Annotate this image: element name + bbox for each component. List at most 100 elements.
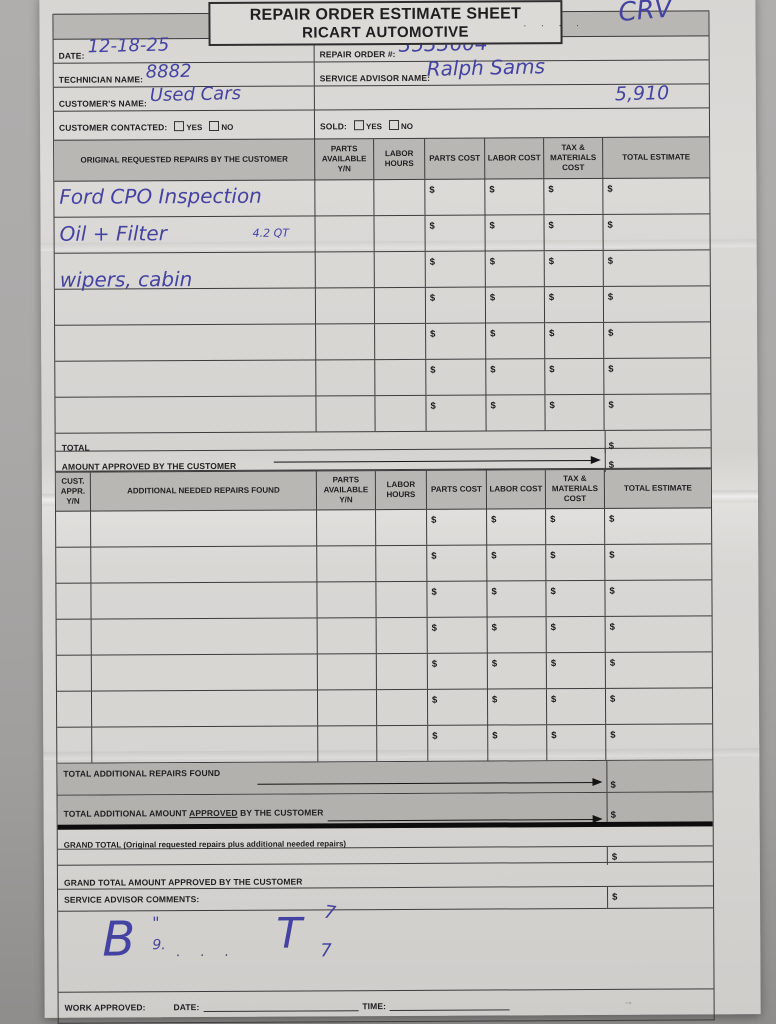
col-original-repairs: ORIGINAL REQUESTED REPAIRS BY THE CUSTOM… <box>54 139 316 181</box>
dollar-sign: $ <box>608 399 614 411</box>
dollar-sign: $ <box>431 550 437 562</box>
dollar-sign: $ <box>429 220 435 232</box>
dollar-sign: $ <box>550 514 556 526</box>
tax-materials-cell: $ <box>544 250 604 287</box>
col-tax-materials: TAX & MATERIALS COST <box>545 469 606 509</box>
footer-date-label: DATE: <box>173 1002 200 1013</box>
total-additional-approved-row: TOTAL ADDITIONAL AMOUNT APPROVED BY THE … <box>57 792 713 830</box>
faint-pen-mark: → <box>622 995 634 1008</box>
amount-approved-label: AMOUNT APPROVED BY THE CUSTOMER <box>61 460 237 472</box>
handwritten-vehicle: CRV <box>617 0 674 29</box>
dollar-sign: $ <box>609 585 615 597</box>
table-row: $ $ $ $ <box>56 688 713 728</box>
parts-available-cell <box>317 546 377 582</box>
parts-available-cell <box>317 618 377 654</box>
parts-available-cell <box>315 288 376 324</box>
labor-hours-cell <box>375 395 427 432</box>
dollar-sign: $ <box>549 328 555 340</box>
sold-field: SOLD: YES NO <box>315 108 709 138</box>
parts-available-cell <box>317 510 377 546</box>
additional-repairs-table-header: CUST. APPR. Y/N ADDITIONAL NEEDED REPAIR… <box>55 468 712 512</box>
total-estimate-cell: $ <box>606 616 712 652</box>
date-signature-line <box>203 1001 359 1013</box>
labor-cost-cell: $ <box>485 287 546 323</box>
labor-hours-cell <box>374 251 426 288</box>
handwritten-number: 5,910 <box>614 82 670 106</box>
tax-materials-cell: $ <box>547 724 607 761</box>
parts-available-cell <box>315 180 375 216</box>
labor-hours-cell <box>375 359 427 396</box>
header-fields: DATE: 12-18-25 TECHNICIAN NAME: 8882 CUS… <box>53 31 710 140</box>
dollar-sign: $ <box>607 291 614 303</box>
dollar-sign: $ <box>550 694 557 706</box>
repair-desc-cell <box>91 690 319 727</box>
dollar-sign: $ <box>550 622 556 634</box>
dollar-sign: $ <box>607 219 613 231</box>
total-additional-found-cell: $ <box>606 760 713 792</box>
col-parts-cost: PARTS COST <box>425 138 486 179</box>
grand-total-approved-label: GRAND TOTAL AMOUNT APPROVED BY THE CUSTO… <box>63 876 303 888</box>
dollar-sign: $ <box>431 622 437 634</box>
technician-label: TECHNICIAN NAME: <box>58 74 144 85</box>
dollar-sign: $ <box>610 779 616 791</box>
dollar-sign: $ <box>609 621 615 633</box>
parts-cost-cell: $ <box>426 359 487 395</box>
repair-desc-cell <box>55 360 317 397</box>
dollar-sign: $ <box>608 459 615 471</box>
labor-hours-cell <box>376 689 429 726</box>
total-estimate-cell: $ <box>604 250 710 286</box>
amount-approved-row: AMOUNT APPROVED BY THE CUSTOMER $ <box>55 448 711 472</box>
dollar-sign: $ <box>490 364 496 376</box>
cust-appr-cell <box>56 619 92 655</box>
contacted-yes-label: YES <box>186 123 203 133</box>
label-prefix: TOTAL ADDITIONAL AMOUNT <box>63 808 190 819</box>
parts-cost-cell: $ <box>425 215 486 251</box>
repair-desc-cell <box>91 546 318 583</box>
cust-appr-cell <box>56 691 93 727</box>
dollar-sign: $ <box>550 586 556 598</box>
paper: REPAIR ORDER ESTIMATE SHEET RICART AUTOM… <box>39 0 761 1024</box>
dollar-sign: $ <box>548 220 554 232</box>
sold-no-checkbox <box>388 120 400 131</box>
dollar-sign: $ <box>610 729 616 741</box>
date-label: DATE: <box>58 50 85 61</box>
parts-available-cell <box>317 654 377 690</box>
total-estimate-cell: $ <box>605 544 711 580</box>
handwritten-mark-b: B <box>102 911 136 968</box>
total-estimate-cell: $ <box>604 322 710 358</box>
total-estimate-cell: $ <box>603 214 709 250</box>
labor-cost-cell: $ <box>488 725 548 761</box>
service-advisor-label: SERVICE ADVISOR NAME: <box>319 72 431 84</box>
parts-available-cell <box>315 252 375 288</box>
dollar-sign: $ <box>609 693 616 705</box>
col-additional-repairs: ADDITIONAL NEEDED REPAIRS FOUND <box>90 471 318 511</box>
labor-cost-cell: $ <box>486 359 546 395</box>
work-approved-row: WORK APPROVED: DATE: TIME: → <box>58 988 714 1023</box>
cust-appr-cell <box>57 727 93 763</box>
total-additional-approved-label: TOTAL ADDITIONAL AMOUNT APPROVED BY THE … <box>58 803 324 818</box>
col-parts-cost: PARTS COST <box>426 470 488 509</box>
table-row: $ $ $ $ <box>57 724 713 764</box>
customer-contacted-field: CUSTOMER CONTACTED: YES NO <box>54 110 314 139</box>
labor-cost-cell: $ <box>487 653 547 689</box>
labor-cost-cell: $ <box>485 179 545 215</box>
dollar-sign: $ <box>430 400 436 412</box>
total-estimate-cell: $ <box>605 508 711 544</box>
table-row: $ $ $ $ <box>55 322 711 362</box>
labor-hours-cell <box>376 509 428 546</box>
arrow-to-amount <box>273 459 599 463</box>
original-repairs-table-header: ORIGINAL REQUESTED REPAIRS BY THE CUSTOM… <box>54 136 710 182</box>
dollar-sign: $ <box>491 694 498 706</box>
table-row: $ $ $ $ <box>54 286 711 326</box>
company-name: RICART AUTOMOTIVE <box>302 23 469 42</box>
labor-hours-cell <box>376 581 428 618</box>
total-additional-approved-label-cell: TOTAL ADDITIONAL AMOUNT APPROVED BY THE … <box>58 793 607 825</box>
pen-dots: . . . . <box>523 18 585 30</box>
labor-hours-cell <box>377 725 429 762</box>
total-estimate-cell: $ <box>606 688 712 724</box>
dollar-sign: $ <box>608 327 614 339</box>
handwritten-repair-2: Oil + Filter <box>59 221 167 246</box>
labor-cost-cell: $ <box>487 689 548 725</box>
dollar-sign: $ <box>430 328 436 340</box>
